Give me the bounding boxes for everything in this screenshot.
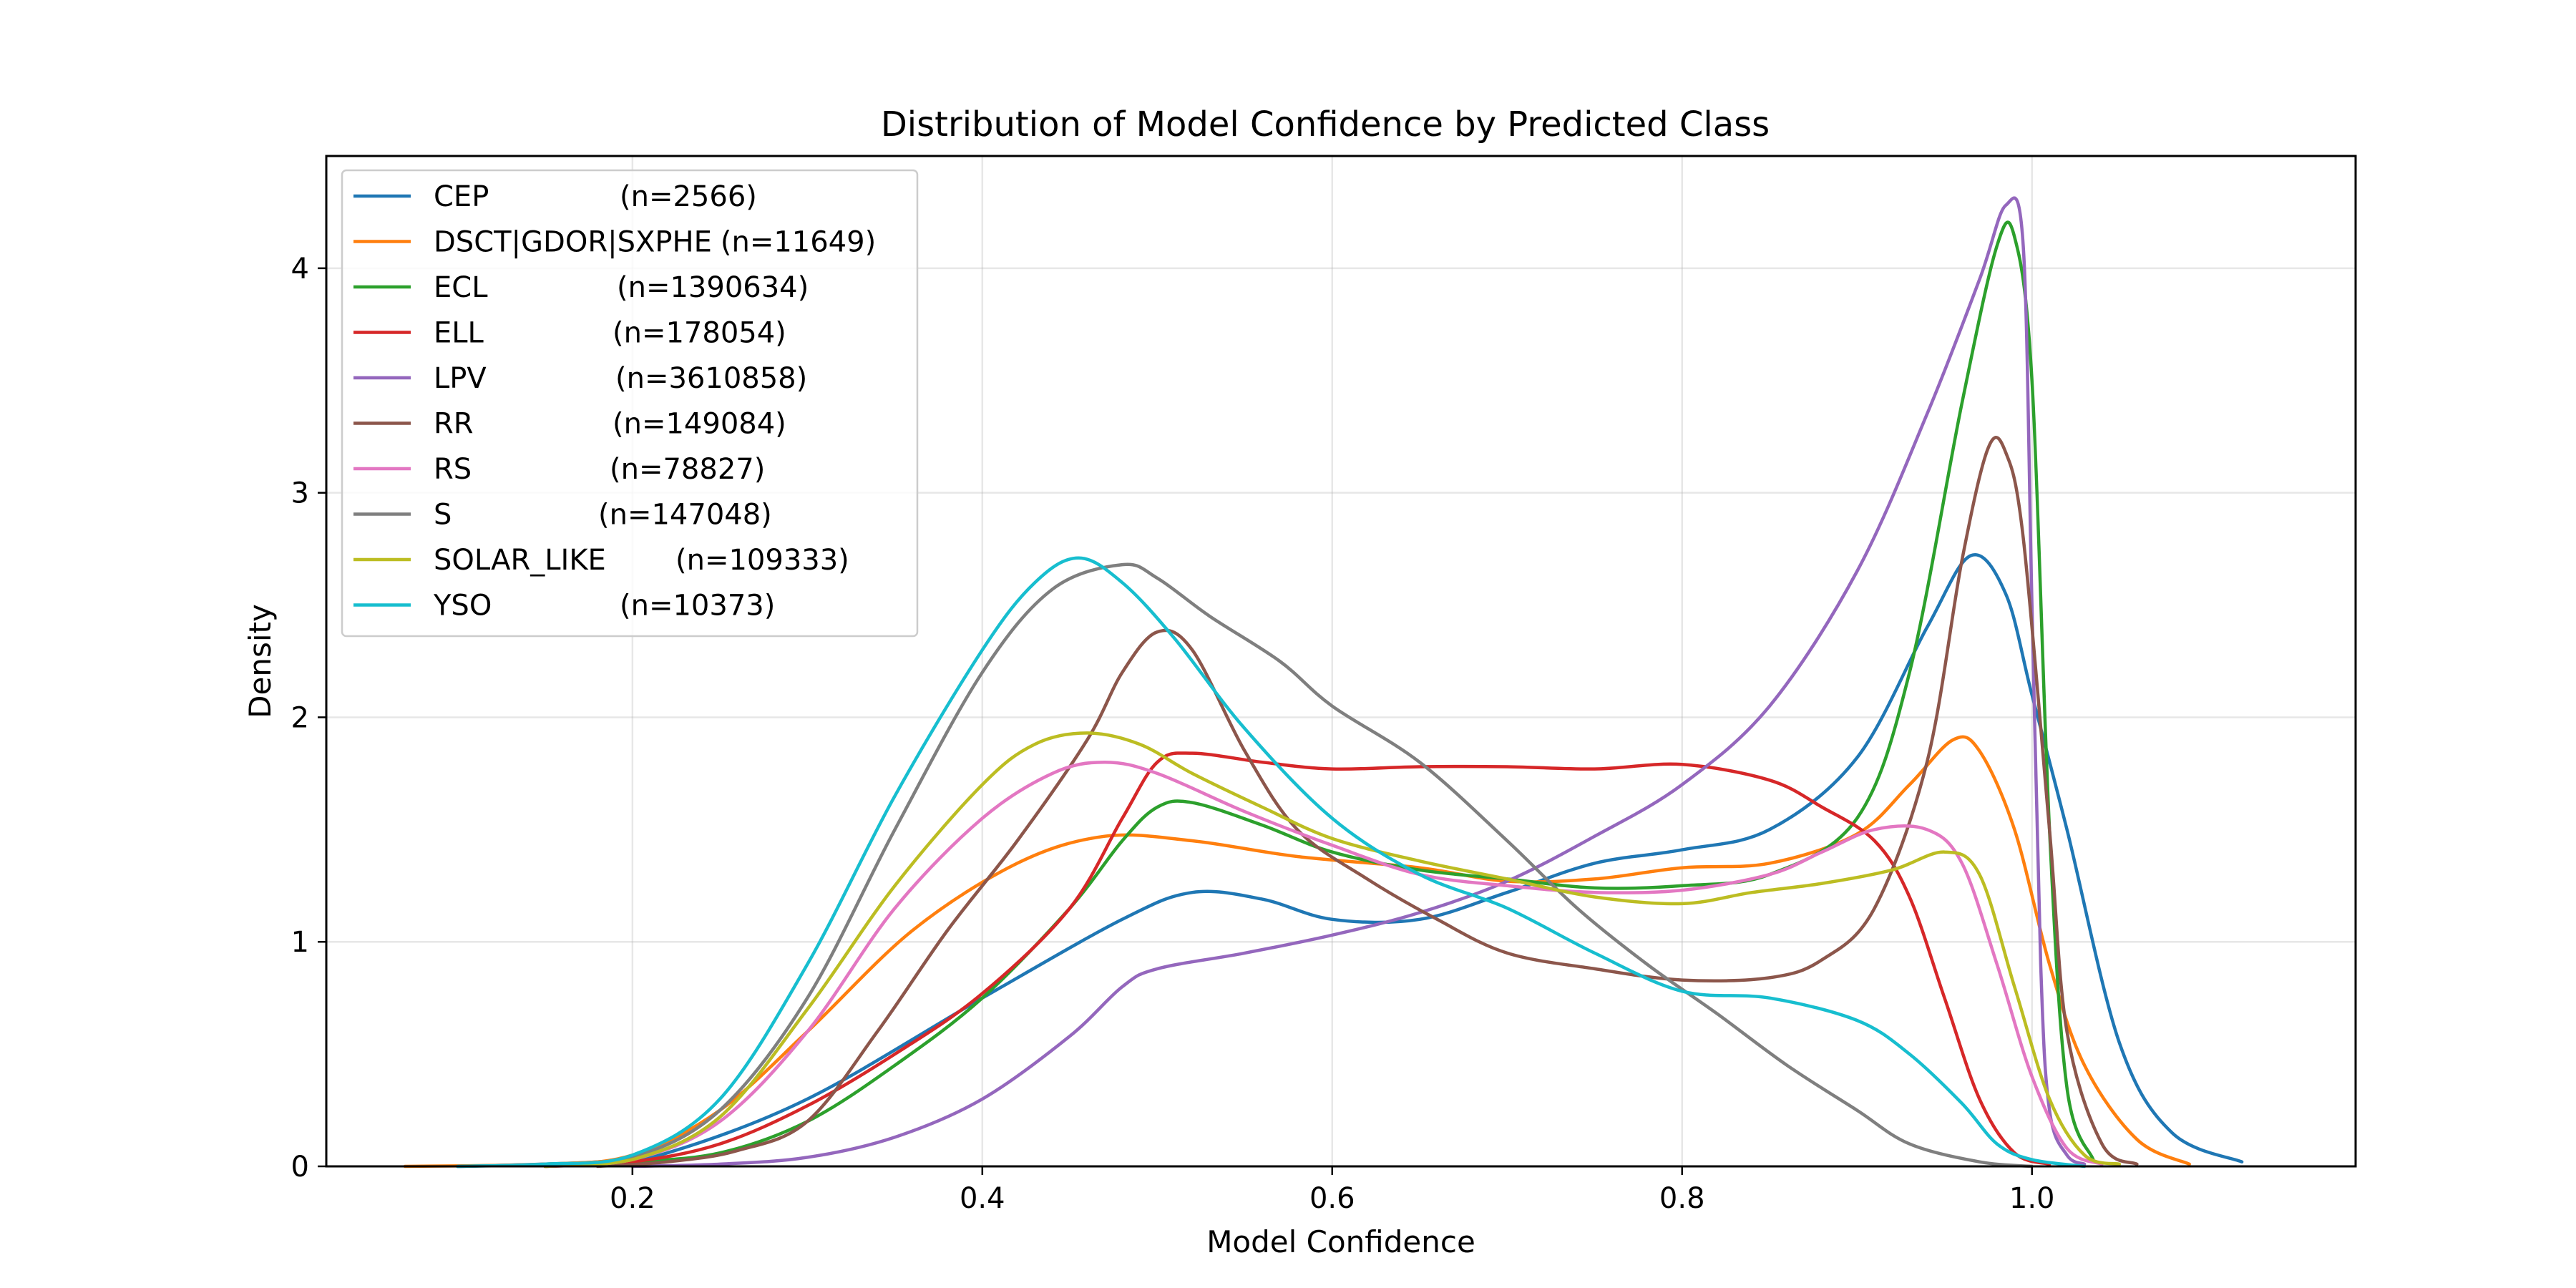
- series-line-yso: [456, 556, 2087, 1169]
- legend-count-cep: (n=2566): [620, 180, 757, 213]
- legend-count-dsct-gdor-sxphe: (n=11649): [721, 226, 876, 259]
- legend-label-solar-like: SOLAR_LIKE: [434, 544, 606, 577]
- x-tick-label: 0.2: [610, 1182, 655, 1215]
- series-line-dsct-gdor-sxphe: [403, 735, 2191, 1169]
- legend-count-ell: (n=178054): [613, 317, 786, 350]
- y-tick-label: 3: [291, 477, 309, 510]
- legend-label-rr: RR: [434, 408, 474, 441]
- y-tick-label: 0: [291, 1151, 309, 1184]
- legend-count-s: (n=147048): [598, 499, 772, 532]
- series-line-s: [456, 562, 2034, 1169]
- x-tick-label: 1.0: [2009, 1182, 2055, 1215]
- legend: CEP (n=2566) DSCT|GDOR|SXPHE (n=11649) ECL (n…: [341, 169, 919, 638]
- series-lines: [403, 196, 2244, 1169]
- legend-label-s: S: [434, 499, 452, 532]
- legend-box: [341, 169, 919, 638]
- legend-label-ecl: ECL: [434, 271, 488, 304]
- legend-label-rs: RS: [434, 453, 472, 486]
- legend-label-yso: YSO: [433, 590, 492, 623]
- legend-label-ell: ELL: [434, 317, 484, 350]
- y-tick-label: 4: [291, 253, 309, 286]
- series-line-ell: [543, 751, 2051, 1169]
- plot-area-frame: [325, 155, 2357, 1168]
- legend-count-rr: (n=149084): [613, 408, 786, 441]
- chart-title: Distribution of Model Confidence by Pred…: [881, 104, 1770, 145]
- series-line-cep: [456, 552, 2244, 1169]
- y-tick-label: 1: [291, 926, 309, 959]
- y-axis-label: Density: [243, 604, 278, 718]
- legend-count-rs: (n=78827): [610, 453, 765, 486]
- legend-label-cep: CEP: [434, 180, 489, 213]
- x-tick-label: 0.8: [1659, 1182, 1705, 1215]
- series-line-rr: [595, 436, 2139, 1169]
- series-line-solar-like: [543, 731, 2122, 1169]
- legend-count-lpv: (n=3610858): [615, 362, 807, 395]
- x-tick-label: 0.4: [960, 1182, 1005, 1215]
- x-axis-label: Model Confidence: [1206, 1224, 1475, 1259]
- legend-count-yso: (n=10373): [620, 590, 775, 623]
- legend-count-ecl: (n=1390634): [617, 271, 809, 304]
- legend-label-dsct-gdor-sxphe: DSCT|GDOR|SXPHE: [434, 226, 712, 259]
- legend-count-solar-like: (n=109333): [675, 544, 849, 577]
- axis-ticks: 0.2 0.4 0.6 0.8 1.0 0 1 2 3 4: [291, 253, 2055, 1215]
- y-tick-label: 2: [291, 701, 309, 734]
- x-tick-label: 0.6: [1309, 1182, 1355, 1215]
- legend-label-lpv: LPV: [434, 362, 487, 395]
- series-line-ecl: [543, 220, 2095, 1169]
